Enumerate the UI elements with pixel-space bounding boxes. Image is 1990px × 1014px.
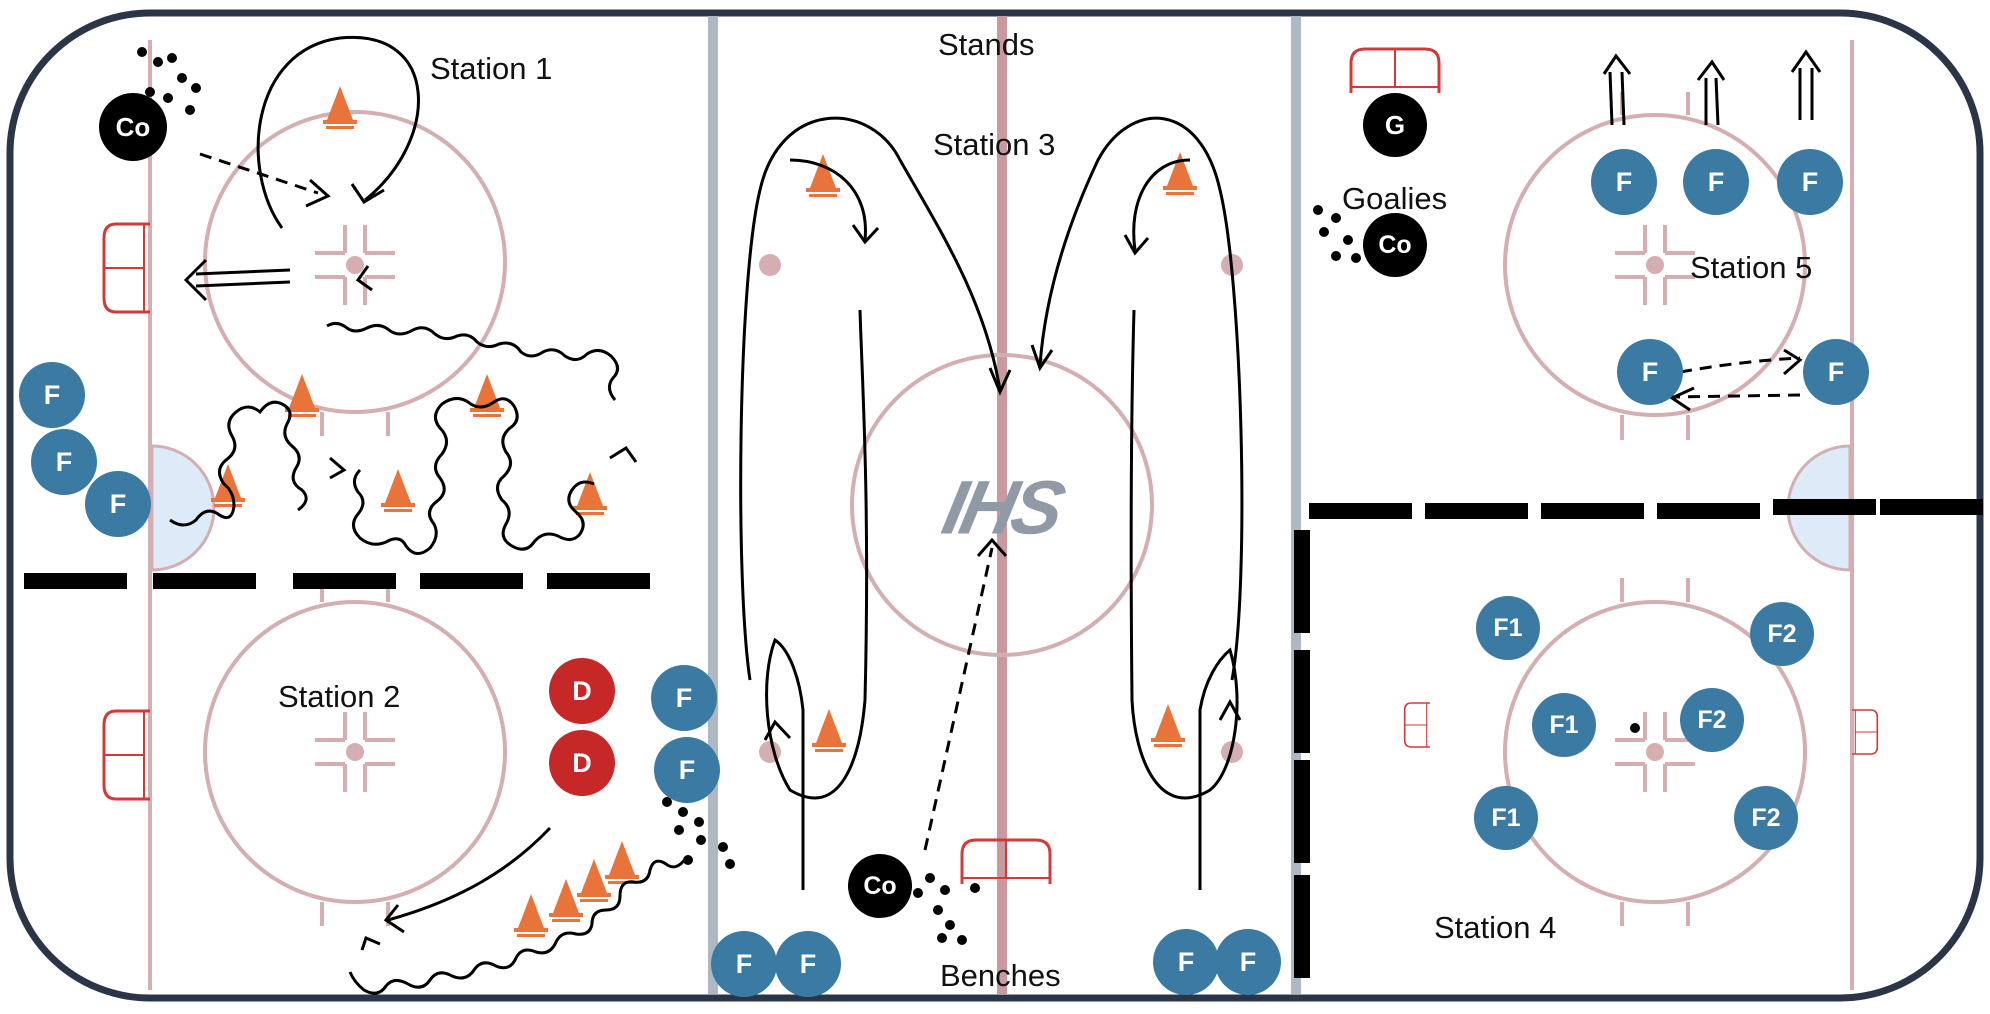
forward-group1-player: F1: [1476, 596, 1540, 660]
goalie: G: [1363, 93, 1427, 157]
svg-text:F: F: [1802, 167, 1819, 197]
skating-paths: [256, 35, 1244, 934]
svg-text:F: F: [1616, 167, 1633, 197]
forward-group1-player: F1: [1474, 786, 1538, 850]
forward-player: F: [1777, 149, 1843, 215]
benches-label: Benches: [940, 958, 1061, 993]
svg-text:F: F: [1178, 947, 1195, 977]
forward-player: F: [31, 429, 97, 495]
defense-player: D: [549, 658, 615, 724]
svg-text:F1: F1: [1549, 711, 1578, 739]
svg-text:Co: Co: [863, 872, 896, 900]
forward-player: F: [775, 931, 841, 997]
svg-text:F: F: [44, 380, 61, 410]
station5-label: Station 5: [1690, 250, 1812, 285]
svg-text:F: F: [800, 949, 817, 979]
coach-station1: Co: [99, 93, 167, 161]
forward-player: F: [19, 362, 85, 428]
coach-goalies: Co: [1363, 213, 1427, 277]
goalies-label: Goalies: [1342, 181, 1447, 216]
svg-text:F2: F2: [1751, 804, 1780, 832]
forward-player: F: [1215, 929, 1281, 995]
svg-text:F1: F1: [1493, 614, 1522, 642]
center-circle: [850, 353, 1154, 657]
svg-text:F: F: [110, 489, 127, 519]
players: Co Co Co G D D F F: [19, 93, 1869, 997]
forward-group2-player: F2: [1680, 688, 1744, 752]
svg-text:D: D: [572, 676, 592, 706]
right-blue-line: [1291, 16, 1301, 994]
svg-text:Co: Co: [116, 112, 151, 142]
station2-faceoff-circle: [203, 600, 507, 904]
svg-text:G: G: [1385, 110, 1405, 140]
svg-text:F2: F2: [1767, 620, 1796, 648]
station-divider-right: [1309, 499, 1983, 519]
left-blue-line: [708, 16, 718, 994]
station3-label: Station 3: [933, 127, 1055, 162]
center-line: [997, 16, 1007, 994]
svg-text:Co: Co: [1378, 231, 1411, 259]
puck-carry-paths: [169, 265, 688, 995]
forward-player: F: [1617, 339, 1683, 405]
center-logo: IHS: [936, 465, 1073, 550]
svg-text:F: F: [56, 447, 73, 477]
pass-paths: [199, 152, 1801, 851]
stands-label: Stands: [938, 27, 1035, 62]
forward-group2-player: F2: [1750, 602, 1814, 666]
station-divider-left: [24, 573, 650, 589]
forward-player: F: [85, 471, 151, 537]
forward-player: F: [1803, 339, 1869, 405]
svg-text:F: F: [1642, 357, 1659, 387]
station4-faceoff-circle: [1503, 600, 1807, 904]
station4-divider-vertical: [1294, 530, 1310, 978]
neutral-dot: [759, 254, 781, 276]
svg-text:F: F: [1708, 167, 1725, 197]
forward-player: F: [711, 931, 777, 997]
pass-arrowheads: [305, 178, 1803, 557]
svg-text:D: D: [572, 748, 592, 778]
forward-group1-player: F1: [1532, 693, 1596, 757]
svg-text:F: F: [1828, 357, 1845, 387]
svg-text:F2: F2: [1697, 706, 1726, 734]
backward-skate-paths: [183, 49, 1822, 302]
svg-text:F: F: [1240, 947, 1257, 977]
station4-label: Station 4: [1434, 910, 1556, 945]
forward-player: F: [654, 737, 720, 803]
svg-text:F1: F1: [1491, 804, 1520, 832]
svg-text:F: F: [679, 755, 696, 785]
svg-text:F: F: [736, 949, 753, 979]
station5-faceoff-circle: [1503, 113, 1807, 417]
forward-player: F: [1153, 929, 1219, 995]
forward-player: F: [1591, 149, 1657, 215]
forward-player: F: [1683, 149, 1749, 215]
pucks: [137, 47, 1640, 945]
forward-group2-player: F2: [1734, 786, 1798, 850]
svg-text:F: F: [676, 683, 693, 713]
defense-player: D: [549, 730, 615, 796]
forward-player: F: [651, 665, 717, 731]
coach-station3: Co: [848, 854, 912, 918]
station2-label: Station 2: [278, 679, 400, 714]
station1-label: Station 1: [430, 51, 552, 86]
